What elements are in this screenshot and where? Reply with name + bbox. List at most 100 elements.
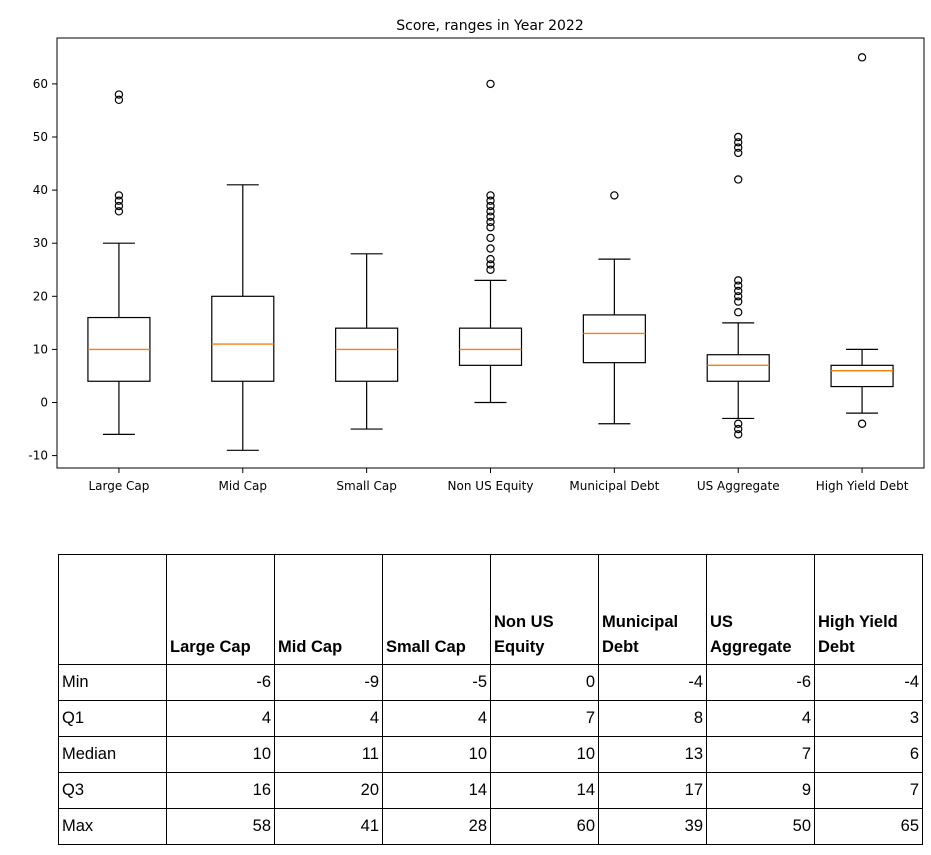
- table-cell: 7: [490, 700, 599, 737]
- row-label: Q3: [58, 772, 167, 809]
- box-5: [582, 191, 646, 425]
- outlier-point: [486, 196, 495, 205]
- table-cell: 4: [166, 700, 275, 737]
- outlier-point: [734, 308, 743, 317]
- outlier-point: [486, 233, 495, 243]
- table-header-row: Large Cap Mid Cap Small Cap Non US Equity Mun…: [58, 554, 923, 665]
- outlier-point: [857, 419, 867, 428]
- table-row: Q1 4 4 4 7 8 4 3: [58, 700, 923, 737]
- outlier-point: [486, 79, 495, 89]
- table-cell: 7: [706, 736, 815, 773]
- table-cell: 13: [598, 736, 707, 773]
- outlier-point: [734, 297, 743, 306]
- x-tick-label: Mid Cap: [219, 479, 267, 493]
- table-cell: -9: [274, 664, 383, 701]
- table-cell: 41: [274, 808, 383, 845]
- table-row: Min -6 -9 -5 0 -4 -6 -4: [58, 664, 923, 701]
- outlier-point: [114, 207, 124, 216]
- outlier-point: [486, 207, 495, 216]
- outlier-point: [734, 419, 743, 428]
- y-tick-label: -10: [28, 449, 48, 463]
- plot-frame: [56, 37, 925, 469]
- x-tick-label: Non US Equity: [448, 479, 534, 493]
- table-body: Min -6 -9 -5 0 -4 -6 -4 Q1 4 4 4 7 8 4 3 Median 10 11 10 10 1…: [58, 664, 923, 845]
- column-header-text: Small Cap: [386, 638, 466, 656]
- outlier-point: [114, 201, 124, 211]
- x-axis: Large Cap Mid Cap Small Cap Non US Equity Mu…: [88, 468, 909, 493]
- outlier-point: [486, 191, 495, 200]
- table-cell: 17: [598, 772, 707, 809]
- column-header-text: Debt: [602, 638, 639, 656]
- box-iqr: [582, 314, 646, 364]
- column-header-text: US: [710, 613, 733, 631]
- outlier-point: [486, 217, 495, 227]
- y-tick-label: 40: [33, 183, 48, 197]
- outlier-point: [734, 132, 743, 142]
- x-tick-label: Small Cap: [336, 479, 397, 493]
- box-4: [458, 79, 523, 404]
- table-cell: 0: [490, 664, 599, 701]
- box-6: [706, 132, 770, 439]
- column-header-text: Debt: [818, 638, 855, 656]
- outlier-point: [734, 430, 743, 439]
- box-1: [87, 90, 151, 435]
- table-cell: 8: [598, 700, 707, 737]
- table-cell: 4: [706, 700, 815, 737]
- outlier-point: [486, 212, 495, 221]
- table-cell: 20: [274, 772, 383, 809]
- box-iqr: [706, 354, 770, 382]
- column-header-text: Aggregate: [710, 638, 792, 656]
- row-label: Q1: [58, 700, 167, 737]
- outlier-point: [734, 286, 743, 296]
- table-row: Median 10 11 10 10 13 7 6: [58, 736, 923, 773]
- table-cell: 7: [814, 772, 923, 809]
- column-header: Large Cap: [166, 554, 275, 665]
- outlier-point: [857, 53, 867, 62]
- column-header: High Yield Debt: [814, 554, 923, 665]
- box-7: [830, 53, 894, 428]
- column-header: Mid Cap: [274, 554, 383, 665]
- table-cell: -4: [598, 664, 707, 701]
- outlier-point: [486, 260, 495, 269]
- table-row: Q3 16 20 14 14 17 9 7: [58, 772, 923, 809]
- box-plot-chart: Score, ranges in Year 2022 -10 0 10 20 30 40 5…: [28, 18, 925, 493]
- outlier-point: [114, 90, 124, 99]
- box-3: [335, 253, 399, 430]
- outlier-point: [486, 254, 495, 264]
- table-cell: -4: [814, 664, 923, 701]
- table-cell: 10: [490, 736, 599, 773]
- y-tick-label: 60: [33, 77, 48, 91]
- column-header: Municipal Debt: [598, 554, 707, 665]
- y-tick-label: 30: [33, 236, 48, 250]
- y-tick-label: 20: [33, 289, 48, 303]
- row-label: Median: [58, 736, 167, 773]
- outlier-point: [734, 148, 743, 158]
- table-cell: 16: [166, 772, 275, 809]
- box-iqr: [458, 327, 523, 366]
- column-header-text: Equity: [494, 638, 545, 656]
- table-cell: 39: [598, 808, 707, 845]
- column-header: US Aggregate: [706, 554, 815, 665]
- outlier-point: [734, 281, 743, 290]
- column-header-text: Large Cap: [170, 638, 251, 656]
- outlier-point: [486, 265, 495, 274]
- chart-title: Score, ranges in Year 2022: [396, 18, 584, 34]
- table-row: Max 58 41 28 60 39 50 65: [58, 808, 923, 845]
- outlier-point: [734, 175, 743, 184]
- outlier-point: [734, 138, 743, 147]
- box-iqr: [335, 327, 399, 382]
- table-cell: 60: [490, 808, 599, 845]
- table-cell: 6: [814, 736, 923, 773]
- x-tick-label: US Aggregate: [697, 479, 780, 493]
- table-cell: 65: [814, 808, 923, 845]
- outlier-point: [114, 196, 124, 205]
- column-header: Non US Equity: [490, 554, 599, 665]
- x-tick-label: Municipal Debt: [569, 479, 659, 493]
- outlier-point: [610, 191, 619, 200]
- outlier-point: [114, 95, 124, 105]
- table-cell: 10: [382, 736, 491, 773]
- table-cell: 50: [706, 808, 815, 845]
- y-tick-label: 50: [33, 130, 48, 144]
- outlier-point: [734, 292, 743, 301]
- column-header: Small Cap: [382, 554, 491, 665]
